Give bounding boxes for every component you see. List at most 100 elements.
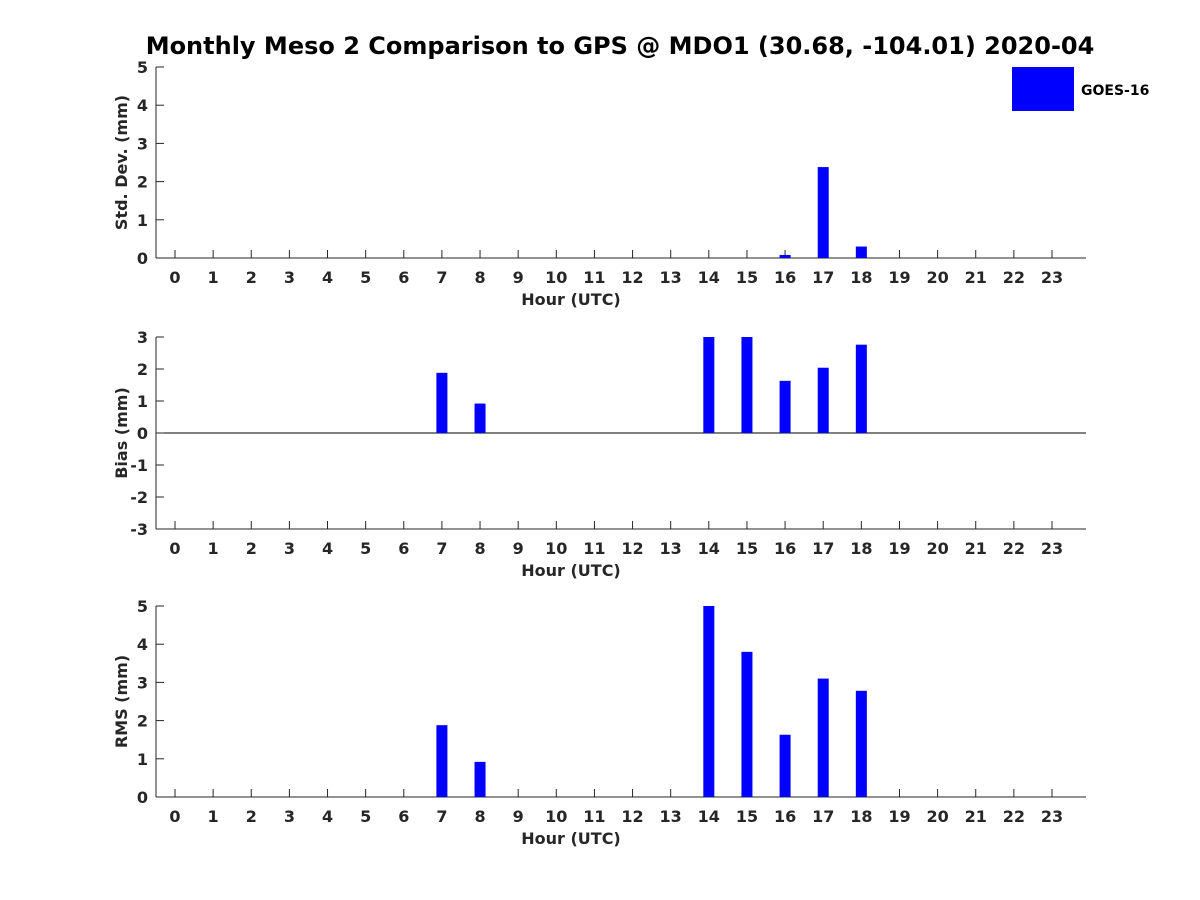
x-tick-label: 8 <box>474 539 485 558</box>
x-tick-label: 6 <box>398 807 409 826</box>
y-tick-label: -3 <box>130 520 148 539</box>
figure-title: Monthly Meso 2 Comparison to GPS @ MDO1 … <box>146 32 1095 60</box>
y-tick-label: -1 <box>130 456 148 475</box>
x-tick-label: 0 <box>169 539 180 558</box>
bar-hour-18 <box>855 246 867 258</box>
y-tick-label: 3 <box>137 328 148 347</box>
x-tick-label: 5 <box>360 268 371 287</box>
bar-hour-15 <box>741 337 753 433</box>
x-tick-label: 14 <box>698 807 720 826</box>
x-axis-label: Hour (UTC) <box>521 561 621 580</box>
x-tick-label: 17 <box>812 539 834 558</box>
bar-hour-17 <box>817 367 829 433</box>
x-tick-label: 21 <box>965 807 987 826</box>
bar-hour-16 <box>779 734 791 797</box>
x-tick-label: 6 <box>398 539 409 558</box>
y-tick-label: 0 <box>137 788 148 807</box>
x-tick-label: 23 <box>1041 539 1063 558</box>
x-tick-label: 20 <box>926 268 948 287</box>
x-tick-label: 12 <box>621 807 643 826</box>
x-tick-label: 15 <box>736 807 758 826</box>
y-tick-label: 0 <box>137 424 148 443</box>
x-tick-label: 7 <box>436 539 447 558</box>
x-tick-label: 2 <box>246 539 257 558</box>
legend-label: GOES-16 <box>1081 83 1149 99</box>
x-tick-label: 16 <box>774 539 796 558</box>
x-tick-label: 16 <box>774 268 796 287</box>
x-tick-label: 21 <box>965 268 987 287</box>
x-tick-label: 15 <box>736 268 758 287</box>
x-tick-label: 8 <box>474 807 485 826</box>
x-tick-label: 0 <box>169 807 180 826</box>
y-tick-label: 4 <box>137 635 148 654</box>
x-tick-label: 19 <box>888 807 910 826</box>
x-tick-label: 17 <box>812 807 834 826</box>
x-tick-label: 3 <box>284 807 295 826</box>
y-tick-label: 0 <box>137 249 148 268</box>
bar-hour-14 <box>703 606 715 797</box>
x-tick-label: 6 <box>398 268 409 287</box>
x-tick-label: 15 <box>736 539 758 558</box>
legend-swatch <box>1012 67 1074 111</box>
x-tick-label: 1 <box>208 268 219 287</box>
y-tick-label: 1 <box>137 392 148 411</box>
bar-hour-8 <box>474 403 486 433</box>
y-axis-label: Std. Dev. (mm) <box>112 95 131 230</box>
y-tick-label: 2 <box>137 173 148 192</box>
x-axis-label: Hour (UTC) <box>521 829 621 848</box>
x-tick-label: 1 <box>208 807 219 826</box>
x-tick-label: 11 <box>583 807 605 826</box>
x-tick-label: 2 <box>246 268 257 287</box>
x-tick-label: 22 <box>1003 807 1025 826</box>
bar-hour-17 <box>817 167 829 258</box>
y-tick-label: -2 <box>130 488 148 507</box>
x-tick-label: 11 <box>583 268 605 287</box>
x-tick-label: 19 <box>888 268 910 287</box>
x-tick-label: 10 <box>545 268 567 287</box>
x-axis-label: Hour (UTC) <box>521 290 621 309</box>
y-tick-label: 5 <box>137 597 148 616</box>
x-tick-label: 14 <box>698 539 720 558</box>
bar-hour-14 <box>703 337 715 433</box>
x-tick-label: 19 <box>888 539 910 558</box>
x-tick-label: 13 <box>660 807 682 826</box>
x-tick-label: 3 <box>284 539 295 558</box>
x-tick-label: 23 <box>1041 807 1063 826</box>
x-tick-label: 17 <box>812 268 834 287</box>
x-tick-label: 2 <box>246 807 257 826</box>
x-tick-label: 3 <box>284 268 295 287</box>
x-tick-label: 12 <box>621 268 643 287</box>
bar-hour-17 <box>817 678 829 797</box>
x-tick-label: 22 <box>1003 539 1025 558</box>
bar-hour-15 <box>741 651 753 797</box>
x-tick-label: 16 <box>774 807 796 826</box>
x-tick-label: 18 <box>850 807 872 826</box>
x-tick-label: 7 <box>436 268 447 287</box>
x-tick-label: 20 <box>926 807 948 826</box>
y-tick-label: 4 <box>137 96 148 115</box>
x-tick-label: 13 <box>660 268 682 287</box>
bar-hour-18 <box>855 690 867 797</box>
y-axis-label: Bias (mm) <box>112 387 131 479</box>
x-tick-label: 9 <box>513 268 524 287</box>
x-tick-label: 23 <box>1041 268 1063 287</box>
x-tick-label: 11 <box>583 539 605 558</box>
bar-hour-7 <box>436 725 448 797</box>
bar-hour-18 <box>855 344 867 433</box>
y-tick-label: 2 <box>137 712 148 731</box>
bar-hour-7 <box>436 372 448 433</box>
y-tick-label: 3 <box>137 673 148 692</box>
x-tick-label: 7 <box>436 807 447 826</box>
x-tick-label: 10 <box>545 539 567 558</box>
x-tick-label: 0 <box>169 268 180 287</box>
bar-hour-8 <box>474 761 486 797</box>
x-tick-label: 18 <box>850 539 872 558</box>
x-tick-label: 13 <box>660 539 682 558</box>
y-tick-label: 2 <box>137 360 148 379</box>
x-tick-label: 4 <box>322 807 333 826</box>
x-tick-label: 10 <box>545 807 567 826</box>
y-axis-label: RMS (mm) <box>112 655 131 748</box>
